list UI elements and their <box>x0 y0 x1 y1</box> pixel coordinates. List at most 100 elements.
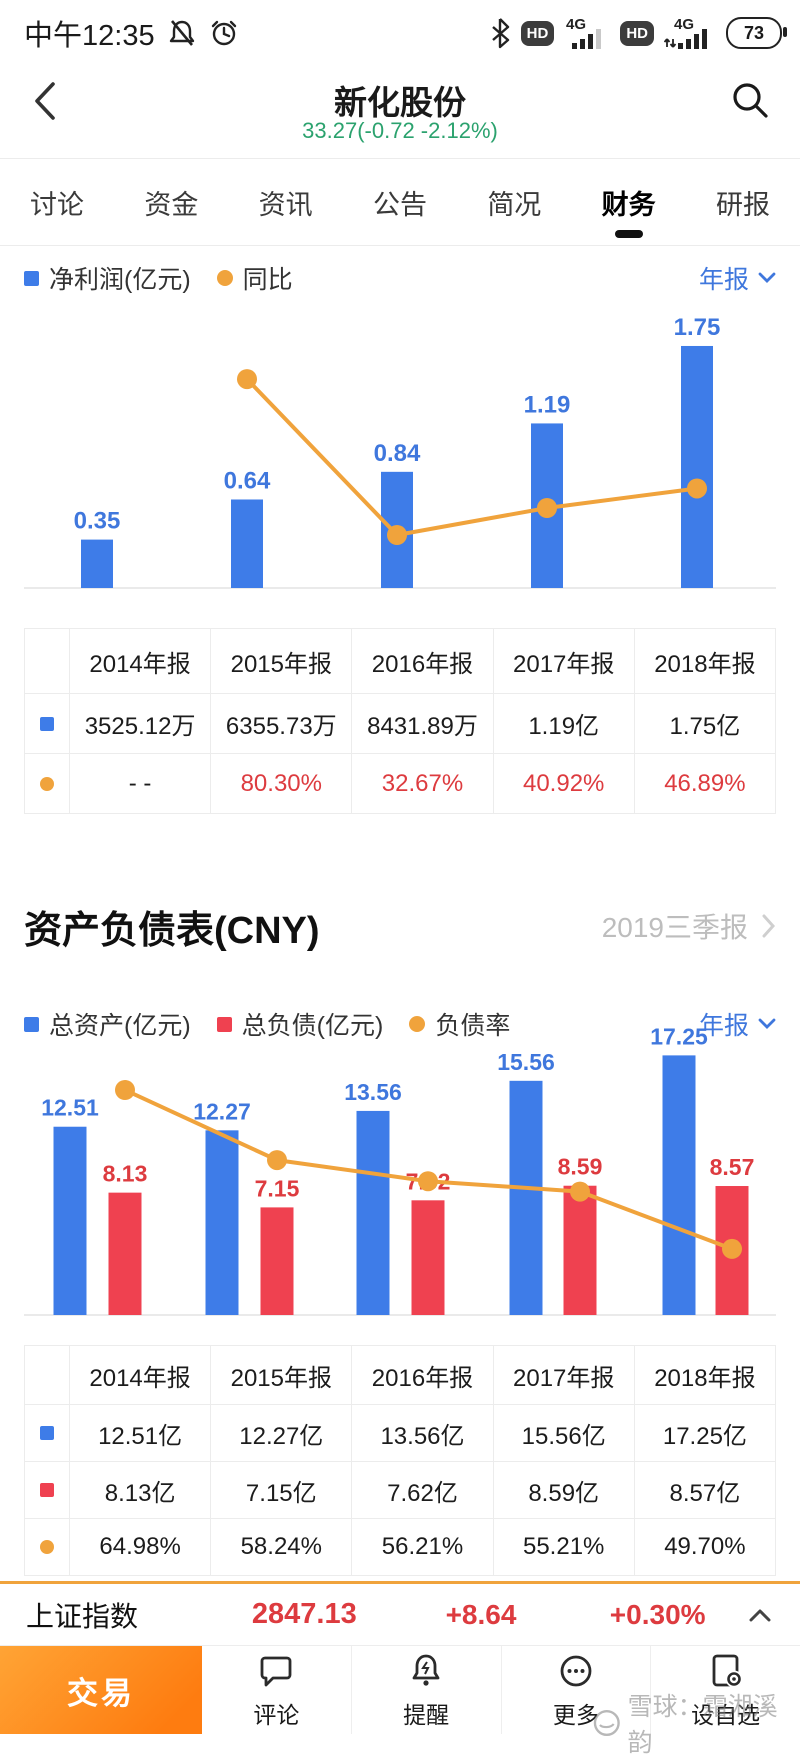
signal-sim1-icon: 4G <box>564 15 610 51</box>
trade-label: 交易 <box>67 1675 135 1711</box>
trend-point <box>537 497 557 518</box>
index-value: 2847.13 <box>251 1598 357 1630</box>
chart-bar <box>563 1185 597 1315</box>
back-button[interactable] <box>32 80 58 122</box>
tab-1[interactable]: 讨论 <box>30 159 84 245</box>
table-cell: 1.19亿 <box>492 693 634 753</box>
chart-bar <box>231 499 263 588</box>
tab-label: 公告 <box>372 189 427 220</box>
search-icon[interactable] <box>730 80 770 120</box>
bluetooth-icon <box>491 18 509 49</box>
table-cell: 49.70% <box>633 1518 775 1575</box>
table-cell: 8.59亿 <box>492 1461 634 1518</box>
chart-bar <box>662 1055 696 1315</box>
nav-item-设自选[interactable]: 设自选 <box>650 1646 800 1734</box>
trend-point <box>237 369 257 390</box>
tab-6[interactable]: 财务 <box>602 159 656 245</box>
table-cell: 12.27亿 <box>210 1404 352 1461</box>
legend-marker-icon <box>216 270 233 286</box>
bar-value-label: 12.51 <box>41 1095 99 1121</box>
tab-3[interactable]: 资讯 <box>259 159 313 245</box>
chevron-down-icon <box>758 272 776 283</box>
legend-item: 同比 <box>216 260 293 296</box>
table-cell: 58.24% <box>210 1518 352 1575</box>
chevron-up-icon[interactable] <box>746 1606 774 1624</box>
tab-label: 研报 <box>715 189 770 220</box>
legend-label: 总资产(亿元) <box>49 1012 191 1040</box>
legend-label: 总负债(亿元) <box>241 1012 384 1040</box>
chart-bar <box>205 1130 239 1315</box>
chart-bar <box>81 539 113 588</box>
legend-marker-icon <box>409 1016 426 1032</box>
chart-bar <box>681 345 713 588</box>
add-watchlist-icon <box>706 1651 746 1691</box>
index-quote-bar[interactable]: 上证指数 2847.13 +8.64 +0.30% <box>0 1581 800 1645</box>
trend-point <box>570 1181 590 1202</box>
network-type-text: 4G <box>566 16 586 33</box>
bottom-nav: 交易 评论 提醒 更多 设自选 <box>0 1645 800 1734</box>
balance-table: 2014年报 2015年报 2016年报 2017年报 2018年报 12.51亿 12.2… <box>24 1345 776 1576</box>
legend-item: 总负债(亿元) <box>216 1006 384 1042</box>
nav-item-更多[interactable]: 更多 <box>500 1646 651 1734</box>
period-selector-net-profit[interactable]: 年报 <box>699 260 776 296</box>
status-bar: 中午12:35 HD 4G HD 4G <box>24 10 787 56</box>
table-cell: 7.15亿 <box>210 1461 352 1518</box>
tab-2[interactable]: 资金 <box>144 159 198 245</box>
tab-bar: 讨论 资金 资讯 公告 简况 财务 研报 <box>0 158 800 246</box>
table-cell: 8.13亿 <box>69 1461 211 1518</box>
nav-item-评论[interactable]: 评论 <box>202 1646 351 1734</box>
bar-value-label: 0.35 <box>74 508 121 535</box>
chart-bar <box>108 1192 142 1315</box>
report-period-link[interactable]: 2019三季报 <box>602 906 776 946</box>
index-name: 上证指数 <box>26 1600 139 1632</box>
table-header: 2016年报 <box>351 1346 492 1404</box>
tab-4[interactable]: 公告 <box>373 159 427 245</box>
row-marker-cell <box>25 1518 69 1575</box>
clock-text: 中午12:35 <box>24 20 155 52</box>
period-label: 年报 <box>698 266 749 294</box>
table-header: 2017年报 <box>492 629 634 693</box>
table-cell: 15.56亿 <box>492 1404 634 1461</box>
table-cell: 80.30% <box>210 753 352 813</box>
legend-marker-icon <box>24 1016 39 1032</box>
table-cell: 40.92% <box>492 753 634 813</box>
chart-bar <box>509 1080 543 1315</box>
tab-7[interactable]: 研报 <box>716 159 770 245</box>
table-cell: 64.98% <box>69 1518 211 1575</box>
comment-icon <box>256 1651 296 1691</box>
legend-marker-icon <box>216 1016 232 1032</box>
table-header: 2014年报 <box>69 629 210 693</box>
nav-item-提醒[interactable]: 提醒 <box>350 1646 501 1734</box>
alarm-clock-icon <box>211 20 236 46</box>
balance-section-header: 资产负债表(CNY) 2019三季报 <box>24 896 776 956</box>
tab-5[interactable]: 简况 <box>487 159 541 245</box>
table-corner <box>25 629 69 693</box>
active-tab-indicator <box>614 230 643 238</box>
legend-label: 同比 <box>242 266 293 294</box>
legend-item: 总资产(亿元) <box>24 1006 191 1042</box>
row-marker-cell <box>25 1404 69 1461</box>
table-cell: 56.21% <box>351 1518 493 1575</box>
bar-value-label: 0.64 <box>224 467 271 494</box>
balance-chart: 12.5112.2713.5615.5617.258.137.157.628.5… <box>24 1028 776 1316</box>
chart-bar <box>356 1110 390 1315</box>
legend-items: 净利润(亿元) 同比 <box>24 260 699 296</box>
table-header: 2018年报 <box>633 629 775 693</box>
period-label: 年报 <box>698 1012 749 1040</box>
bar-value-label: 12.27 <box>193 1098 251 1124</box>
stock-quote: 33.27(-0.72 -2.12%) <box>302 118 498 143</box>
row-marker-circle-icon <box>40 1540 54 1554</box>
mute-bell-icon <box>169 20 194 46</box>
balance-legend: 总资产(亿元) 总负债(亿元) 负债率 年报 <box>24 1008 776 1040</box>
table-cell: 55.21% <box>492 1518 634 1575</box>
svg-text:4G: 4G <box>674 16 694 33</box>
trade-button[interactable]: 交易 <box>0 1646 202 1734</box>
bar-value-label: 8.13 <box>103 1161 148 1187</box>
bar-value-label: 17.25 <box>650 1028 708 1049</box>
period-selector-balance[interactable]: 年报 <box>699 1006 776 1042</box>
net-profit-chart: 0.35 0.64 0.84 1.19 1.75 <box>24 314 776 589</box>
table-corner <box>25 1346 69 1404</box>
table-header: 2015年报 <box>210 1346 351 1404</box>
nav-item-label: 提醒 <box>403 1701 450 1728</box>
table-cell: 17.25亿 <box>633 1404 775 1461</box>
